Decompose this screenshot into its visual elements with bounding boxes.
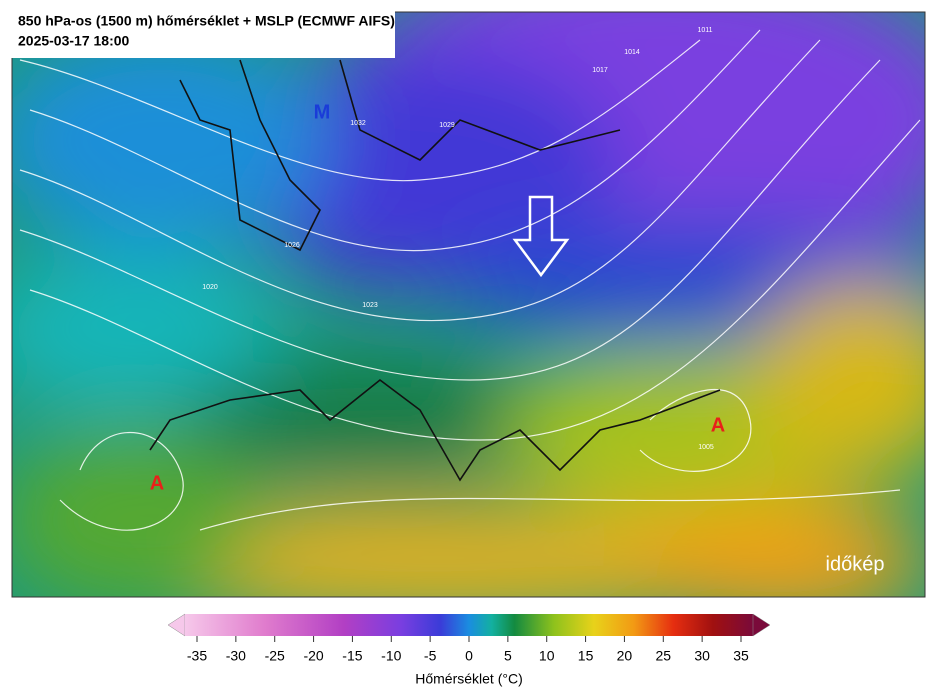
colorbar-tick-label: -10 [381, 648, 401, 664]
colorbar-ticks: -35 -30 -25 -20 -15 -10 -5 0 5 10 15 20 25 30 35 [187, 636, 749, 664]
colorbar [185, 614, 753, 636]
colorbar-tick-label: -20 [303, 648, 323, 664]
isobar-label: 1014 [624, 49, 640, 56]
low-marker: M [314, 101, 331, 123]
isobar-label: 1005 [698, 444, 714, 451]
isobar-label: 1029 [439, 122, 455, 129]
colorbar-tick-label: 15 [578, 648, 594, 664]
date: 2025-03-17 18:00 [18, 33, 130, 49]
colorbar-tick-label: 35 [733, 648, 749, 664]
isobar-label: 1023 [362, 302, 378, 309]
logo: időkép [826, 553, 885, 575]
isobar-labels: 1005 1011 1014 1017 1020 1023 1026 1029 1032 [202, 27, 714, 451]
title-box [0, 0, 395, 58]
map: M A A 1005101110141017102010231026102910… [12, 12, 925, 597]
colorbar-tick-label: -15 [342, 648, 362, 664]
colorbar-tick-label: 25 [655, 648, 671, 664]
title: 850 hPa-os (1500 m) hőmérséklet + MSLP (… [18, 13, 395, 29]
colorbar-tick-label: 20 [617, 648, 633, 664]
colorbar-tick-label: 5 [504, 648, 512, 664]
colorbar-tick-label: 0 [465, 648, 473, 664]
isobar-label: 1026 [284, 242, 300, 249]
isobar-label: 1017 [592, 67, 608, 74]
colorbar-tick-label: -35 [187, 648, 207, 664]
isobar-label: 1011 [697, 27, 712, 34]
isobar-label: 1020 [202, 284, 218, 291]
isobar-label: 1032 [350, 120, 366, 127]
colorbar-tick-label: -30 [226, 648, 246, 664]
colorbar-label: Hőmérséklet (°C) [415, 671, 523, 687]
high-marker: A [711, 414, 725, 436]
colorbar-tick-label: 30 [694, 648, 710, 664]
high-marker: A [150, 472, 164, 494]
colorbar-tick-label: 10 [539, 648, 555, 664]
colorbar-tick-label: -25 [265, 648, 285, 664]
colorbar-tick-label: -5 [424, 648, 437, 664]
